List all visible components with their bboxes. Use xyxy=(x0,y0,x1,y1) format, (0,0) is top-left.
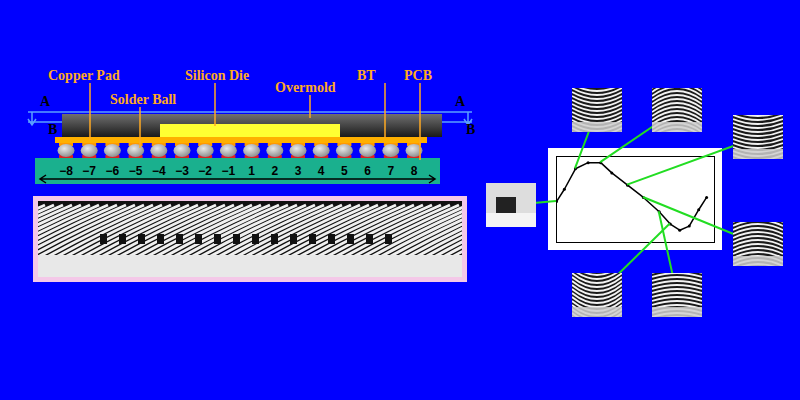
svg-text:−8: −8 xyxy=(59,164,73,178)
svg-text:Overmold: Overmold xyxy=(275,80,336,95)
svg-text:A: A xyxy=(455,94,466,109)
svg-text:−2: −2 xyxy=(198,164,212,178)
svg-text:−3: −3 xyxy=(175,164,189,178)
svg-text:Silicon Die: Silicon Die xyxy=(185,68,249,83)
svg-text:−5: −5 xyxy=(129,164,143,178)
svg-text:B: B xyxy=(466,122,475,137)
svg-text:1: 1 xyxy=(248,164,255,178)
svg-text:6: 6 xyxy=(364,164,371,178)
svg-text:2: 2 xyxy=(271,164,278,178)
svg-text:Solder Ball: Solder Ball xyxy=(110,92,176,107)
svg-text:BT: BT xyxy=(357,68,376,83)
svg-text:−7: −7 xyxy=(82,164,96,178)
svg-text:−4: −4 xyxy=(152,164,166,178)
svg-text:5: 5 xyxy=(341,164,348,178)
svg-text:PCB: PCB xyxy=(404,68,432,83)
svg-text:7: 7 xyxy=(387,164,394,178)
svg-text:8: 8 xyxy=(411,164,418,178)
svg-text:B: B xyxy=(48,122,57,137)
svg-text:3: 3 xyxy=(295,164,302,178)
svg-text:−1: −1 xyxy=(222,164,236,178)
svg-text:A: A xyxy=(40,94,51,109)
svg-text:Copper Pad: Copper Pad xyxy=(48,68,120,83)
svg-text:−6: −6 xyxy=(106,164,120,178)
svg-text:4: 4 xyxy=(318,164,325,178)
